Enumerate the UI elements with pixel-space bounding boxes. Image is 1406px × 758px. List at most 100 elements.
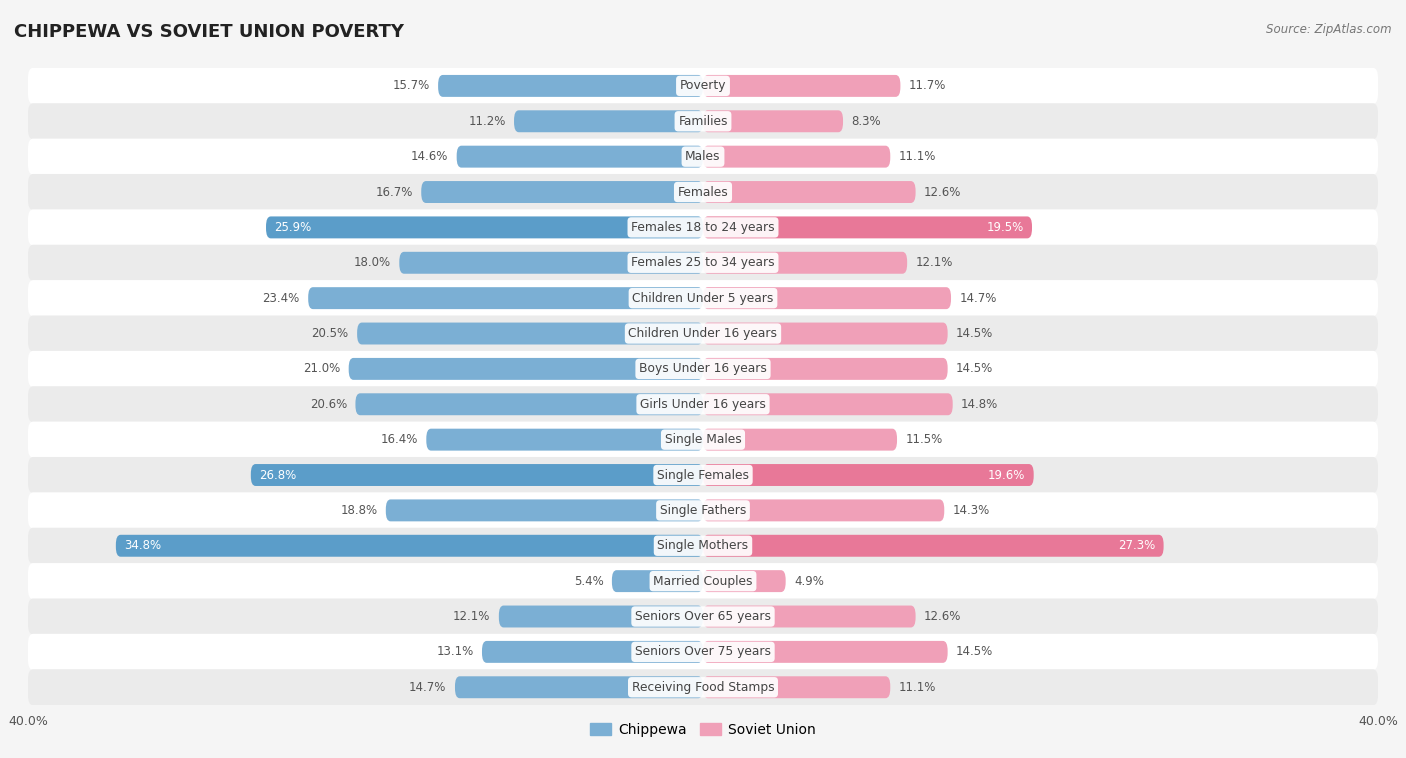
FancyBboxPatch shape bbox=[28, 315, 1378, 352]
Text: 20.5%: 20.5% bbox=[312, 327, 349, 340]
Text: Source: ZipAtlas.com: Source: ZipAtlas.com bbox=[1267, 23, 1392, 36]
Text: Girls Under 16 years: Girls Under 16 years bbox=[640, 398, 766, 411]
Text: 19.6%: 19.6% bbox=[988, 468, 1025, 481]
Text: 19.5%: 19.5% bbox=[987, 221, 1024, 234]
FancyBboxPatch shape bbox=[482, 641, 703, 662]
FancyBboxPatch shape bbox=[703, 535, 1164, 556]
FancyBboxPatch shape bbox=[28, 457, 1378, 493]
Text: 23.4%: 23.4% bbox=[263, 292, 299, 305]
FancyBboxPatch shape bbox=[703, 500, 945, 522]
FancyBboxPatch shape bbox=[349, 358, 703, 380]
Text: 21.0%: 21.0% bbox=[304, 362, 340, 375]
Text: 18.0%: 18.0% bbox=[354, 256, 391, 269]
FancyBboxPatch shape bbox=[28, 245, 1378, 280]
FancyBboxPatch shape bbox=[703, 676, 890, 698]
FancyBboxPatch shape bbox=[28, 634, 1378, 670]
FancyBboxPatch shape bbox=[703, 111, 844, 132]
FancyBboxPatch shape bbox=[515, 111, 703, 132]
FancyBboxPatch shape bbox=[28, 68, 1378, 104]
Text: 26.8%: 26.8% bbox=[259, 468, 297, 481]
FancyBboxPatch shape bbox=[28, 139, 1378, 174]
FancyBboxPatch shape bbox=[357, 323, 703, 344]
Text: 27.3%: 27.3% bbox=[1118, 539, 1156, 553]
FancyBboxPatch shape bbox=[703, 429, 897, 450]
FancyBboxPatch shape bbox=[28, 421, 1378, 458]
Text: 25.9%: 25.9% bbox=[274, 221, 312, 234]
Text: 14.8%: 14.8% bbox=[962, 398, 998, 411]
FancyBboxPatch shape bbox=[703, 570, 786, 592]
Text: Married Couples: Married Couples bbox=[654, 575, 752, 587]
FancyBboxPatch shape bbox=[703, 287, 950, 309]
FancyBboxPatch shape bbox=[250, 464, 703, 486]
FancyBboxPatch shape bbox=[28, 563, 1378, 599]
FancyBboxPatch shape bbox=[703, 75, 900, 97]
Text: 12.6%: 12.6% bbox=[924, 610, 962, 623]
FancyBboxPatch shape bbox=[703, 323, 948, 344]
Text: Receiving Food Stamps: Receiving Food Stamps bbox=[631, 681, 775, 694]
Text: CHIPPEWA VS SOVIET UNION POVERTY: CHIPPEWA VS SOVIET UNION POVERTY bbox=[14, 23, 404, 41]
FancyBboxPatch shape bbox=[399, 252, 703, 274]
Text: 14.3%: 14.3% bbox=[953, 504, 990, 517]
FancyBboxPatch shape bbox=[426, 429, 703, 450]
FancyBboxPatch shape bbox=[28, 174, 1378, 210]
FancyBboxPatch shape bbox=[499, 606, 703, 628]
FancyBboxPatch shape bbox=[115, 535, 703, 556]
FancyBboxPatch shape bbox=[356, 393, 703, 415]
Text: 14.5%: 14.5% bbox=[956, 362, 993, 375]
Text: 18.8%: 18.8% bbox=[340, 504, 377, 517]
FancyBboxPatch shape bbox=[703, 464, 1033, 486]
FancyBboxPatch shape bbox=[28, 280, 1378, 316]
Text: Boys Under 16 years: Boys Under 16 years bbox=[640, 362, 766, 375]
FancyBboxPatch shape bbox=[439, 75, 703, 97]
Text: Single Females: Single Females bbox=[657, 468, 749, 481]
Text: 12.6%: 12.6% bbox=[924, 186, 962, 199]
Text: Children Under 16 years: Children Under 16 years bbox=[628, 327, 778, 340]
FancyBboxPatch shape bbox=[266, 217, 703, 238]
Text: 16.7%: 16.7% bbox=[375, 186, 413, 199]
Text: Single Fathers: Single Fathers bbox=[659, 504, 747, 517]
Text: Males: Males bbox=[685, 150, 721, 163]
FancyBboxPatch shape bbox=[28, 387, 1378, 422]
FancyBboxPatch shape bbox=[385, 500, 703, 522]
FancyBboxPatch shape bbox=[612, 570, 703, 592]
FancyBboxPatch shape bbox=[703, 252, 907, 274]
Text: 13.1%: 13.1% bbox=[436, 645, 474, 659]
Text: 11.1%: 11.1% bbox=[898, 681, 936, 694]
Text: 5.4%: 5.4% bbox=[574, 575, 603, 587]
FancyBboxPatch shape bbox=[703, 146, 890, 168]
FancyBboxPatch shape bbox=[703, 641, 948, 662]
Text: Females 18 to 24 years: Females 18 to 24 years bbox=[631, 221, 775, 234]
Text: 14.5%: 14.5% bbox=[956, 645, 993, 659]
Legend: Chippewa, Soviet Union: Chippewa, Soviet Union bbox=[585, 718, 821, 743]
Text: 11.7%: 11.7% bbox=[908, 80, 946, 92]
FancyBboxPatch shape bbox=[28, 669, 1378, 705]
Text: 8.3%: 8.3% bbox=[852, 114, 882, 128]
Text: Single Mothers: Single Mothers bbox=[658, 539, 748, 553]
FancyBboxPatch shape bbox=[703, 358, 948, 380]
FancyBboxPatch shape bbox=[28, 209, 1378, 246]
FancyBboxPatch shape bbox=[703, 217, 1032, 238]
Text: 20.6%: 20.6% bbox=[309, 398, 347, 411]
FancyBboxPatch shape bbox=[28, 493, 1378, 528]
FancyBboxPatch shape bbox=[28, 351, 1378, 387]
FancyBboxPatch shape bbox=[703, 393, 953, 415]
FancyBboxPatch shape bbox=[308, 287, 703, 309]
FancyBboxPatch shape bbox=[28, 599, 1378, 634]
FancyBboxPatch shape bbox=[422, 181, 703, 203]
Text: Poverty: Poverty bbox=[679, 80, 727, 92]
FancyBboxPatch shape bbox=[28, 103, 1378, 139]
Text: Females 25 to 34 years: Females 25 to 34 years bbox=[631, 256, 775, 269]
Text: 11.5%: 11.5% bbox=[905, 433, 942, 446]
Text: 12.1%: 12.1% bbox=[915, 256, 953, 269]
Text: Females: Females bbox=[678, 186, 728, 199]
Text: Children Under 5 years: Children Under 5 years bbox=[633, 292, 773, 305]
Text: Families: Families bbox=[678, 114, 728, 128]
FancyBboxPatch shape bbox=[703, 181, 915, 203]
Text: 14.7%: 14.7% bbox=[959, 292, 997, 305]
Text: 12.1%: 12.1% bbox=[453, 610, 491, 623]
FancyBboxPatch shape bbox=[28, 528, 1378, 564]
Text: Seniors Over 65 years: Seniors Over 65 years bbox=[636, 610, 770, 623]
Text: 4.9%: 4.9% bbox=[794, 575, 824, 587]
Text: 11.2%: 11.2% bbox=[468, 114, 506, 128]
Text: 14.6%: 14.6% bbox=[411, 150, 449, 163]
